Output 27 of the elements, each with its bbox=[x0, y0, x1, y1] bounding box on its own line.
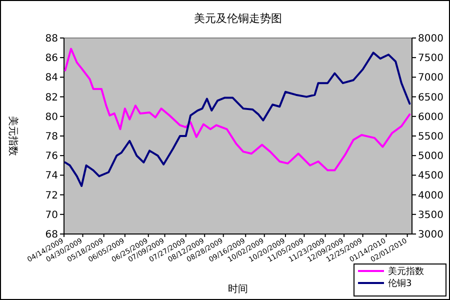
y-tick-label: 78 bbox=[45, 132, 58, 142]
y2-tick-label: 4000 bbox=[418, 190, 444, 202]
y-tick-label: 86 bbox=[45, 53, 58, 64]
y2-tick-label: 7000 bbox=[418, 72, 444, 84]
x-axis-title: 时间 bbox=[228, 283, 248, 295]
y-tick-label: 80 bbox=[45, 112, 58, 123]
y-tick-label: 70 bbox=[45, 210, 58, 221]
chart-title: 美元及伦铜走势图 bbox=[194, 12, 282, 25]
y2-tick-label: 7500 bbox=[418, 53, 444, 64]
legend-label: 美元指数 bbox=[388, 266, 424, 277]
legend-label: 伦铜3 bbox=[388, 278, 412, 289]
y2-tick-label: 3500 bbox=[418, 210, 444, 221]
y-tick-label: 76 bbox=[45, 151, 58, 162]
y-tick-label: 88 bbox=[45, 34, 58, 44]
y2-tick-label: 4500 bbox=[418, 170, 444, 182]
y2-tick-label: 5500 bbox=[418, 132, 444, 142]
y-tick-label: 82 bbox=[45, 92, 58, 104]
y-tick-label: 68 bbox=[45, 230, 58, 240]
y-tick-label: 72 bbox=[45, 190, 58, 202]
y-axis-title: 美元指数 bbox=[7, 116, 19, 156]
y2-tick-label: 8000 bbox=[418, 34, 444, 44]
y2-tick-label: 3000 bbox=[418, 230, 444, 240]
y2-tick-label: 6500 bbox=[418, 92, 444, 104]
y2-tick-label: 6000 bbox=[418, 112, 444, 123]
y-tick-label: 74 bbox=[45, 170, 58, 182]
y-tick-label: 84 bbox=[45, 72, 58, 84]
y2-tick-label: 5000 bbox=[418, 151, 444, 162]
